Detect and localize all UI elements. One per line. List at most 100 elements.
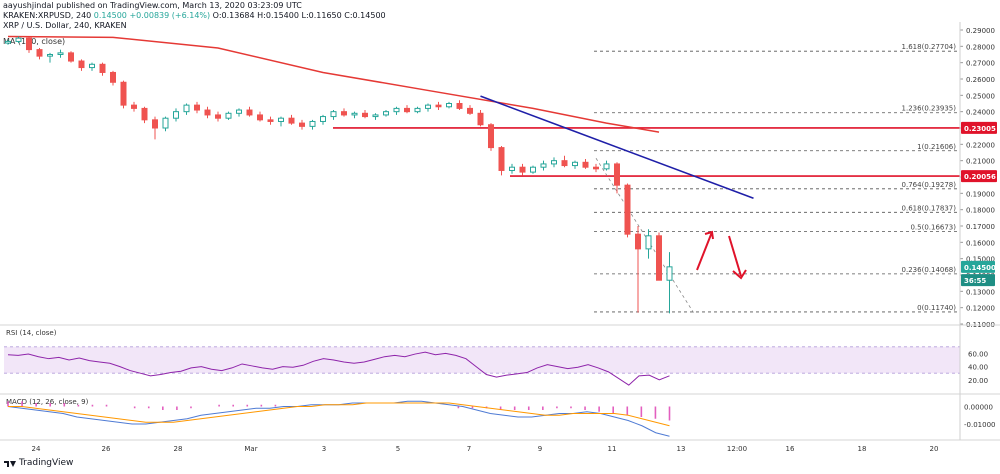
price-now: 0.14500: [93, 11, 127, 20]
candle-body: [320, 116, 326, 122]
candle-body: [330, 111, 337, 118]
arrow-down-line: [728, 235, 742, 277]
ma-100-line: [7, 35, 660, 133]
time-axis: 24 26 28 Mar 3 5 7 9 11 13 12:00 16 18 20: [0, 22, 1000, 453]
candle-body: [78, 60, 85, 69]
candle-body: [488, 124, 494, 149]
candle-body: [372, 114, 379, 118]
macd-tick-label: -0.01000: [964, 421, 995, 429]
candle-body: [351, 112, 358, 116]
price-tick-label: 0.24000: [966, 109, 995, 117]
candle-body: [131, 104, 137, 109]
rsi-tick-label: 20.00: [968, 377, 988, 385]
arrow-down-head-icon: [732, 269, 747, 280]
candle-body: [257, 114, 263, 121]
candle-body: [425, 104, 431, 109]
price-tag-label: 36:55: [964, 277, 986, 285]
fib-level-label: 0.764(0.19278): [902, 181, 957, 189]
price-tick-label: 0.22000: [966, 141, 995, 149]
tradingview-logo-icon: [4, 458, 16, 468]
price-tick-label: 0.21000: [966, 158, 995, 166]
candle-body: [383, 111, 389, 116]
time-tick-label: 16: [786, 445, 795, 453]
time-tick-label: 13: [677, 445, 686, 453]
fib-level-label: 0(0.11740): [917, 304, 956, 312]
level-price-tag: [961, 170, 997, 183]
candle-body: [36, 49, 43, 57]
annotation-arrows: [696, 230, 747, 280]
price-tag: [961, 260, 995, 273]
fib-swing-line: [595, 158, 694, 313]
macd-title: MACD (12, 26, close, 9): [6, 398, 89, 406]
candle-body: [162, 117, 169, 129]
candle-body: [446, 103, 452, 108]
price-tick-label: 0.17000: [966, 223, 995, 231]
candle-body: [467, 107, 473, 114]
tradingview-footer[interactable]: TradingView: [4, 458, 73, 468]
candle-body: [645, 235, 652, 250]
arrow-up-line: [696, 231, 713, 271]
candle-body: [47, 54, 53, 57]
time-tick-label: 3: [322, 445, 326, 453]
candle-body: [204, 109, 211, 116]
brand-label: TradingView: [19, 458, 74, 468]
level-price-tag-label: 0.20056: [964, 173, 996, 181]
candle-body: [656, 235, 662, 281]
time-tick-label: 24: [32, 445, 41, 453]
time-tick-label: 11: [608, 445, 617, 453]
candle-body: [614, 163, 620, 186]
candle-body: [5, 40, 11, 44]
candle-body: [225, 112, 232, 119]
candle-body: [215, 114, 221, 119]
fib-level-label: 1.236(0.23935): [902, 105, 957, 113]
price-tag-label: 0.14500: [964, 264, 996, 272]
candle-body: [624, 184, 631, 235]
candle-body: [456, 103, 463, 109]
level-price-tag-label: 0.23005: [964, 125, 996, 133]
candle-body: [362, 112, 368, 118]
candle-body: [551, 160, 557, 165]
price-change: +0.00839 (+6.14%): [129, 11, 211, 20]
price-tick-label: 0.26000: [966, 76, 995, 84]
price-tick-label: 0.16000: [966, 239, 995, 247]
time-tick-label: 5: [396, 445, 400, 453]
candle-body: [110, 71, 116, 83]
candle-body: [414, 107, 421, 113]
ohlc: O:0.13684 H:0.15400 L:0.11650 C:0.14500: [212, 11, 386, 20]
candle-body: [666, 266, 673, 281]
published-by: aayushjindal published on TradingView.co…: [3, 1, 302, 10]
candle-body: [141, 107, 148, 121]
rsi-line: [7, 351, 670, 386]
candle-body: [173, 111, 179, 119]
time-tick-label: 12:00: [727, 445, 747, 453]
candle-body: [582, 161, 589, 168]
candle-body: [57, 52, 64, 55]
candle-body: [309, 120, 316, 127]
candle-body: [89, 63, 95, 69]
candle-body: [530, 166, 536, 173]
pair-name: XRP / U.S. Dollar, 240, KRAKEN: [3, 21, 127, 30]
time-tick-label: 9: [538, 445, 542, 453]
candle-body: [15, 37, 22, 42]
price-tick-label: 0.19000: [966, 190, 995, 198]
ma-legend: MA (100, close): [3, 37, 66, 46]
rsi-band: [4, 346, 960, 374]
arrow-up-head-icon: [704, 230, 714, 240]
candle-body: [194, 104, 200, 111]
time-tick-label: 28: [174, 445, 183, 453]
fib-level-label: 1.618(0.27704): [902, 43, 957, 51]
fib-level-label: 1(0.21606): [917, 143, 956, 151]
price-tick-label: 0.18000: [966, 207, 995, 215]
macd-tick-label: 0.00000: [964, 404, 993, 412]
candle-body: [561, 160, 568, 167]
price-tag: [961, 274, 995, 287]
candle-body: [183, 104, 190, 113]
price-tick-label: 0.28000: [966, 43, 995, 51]
candle-body: [26, 37, 32, 51]
signal-line: [8, 402, 670, 427]
candle-body: [540, 163, 547, 168]
candle-body: [152, 119, 158, 129]
candle-body: [68, 52, 74, 62]
